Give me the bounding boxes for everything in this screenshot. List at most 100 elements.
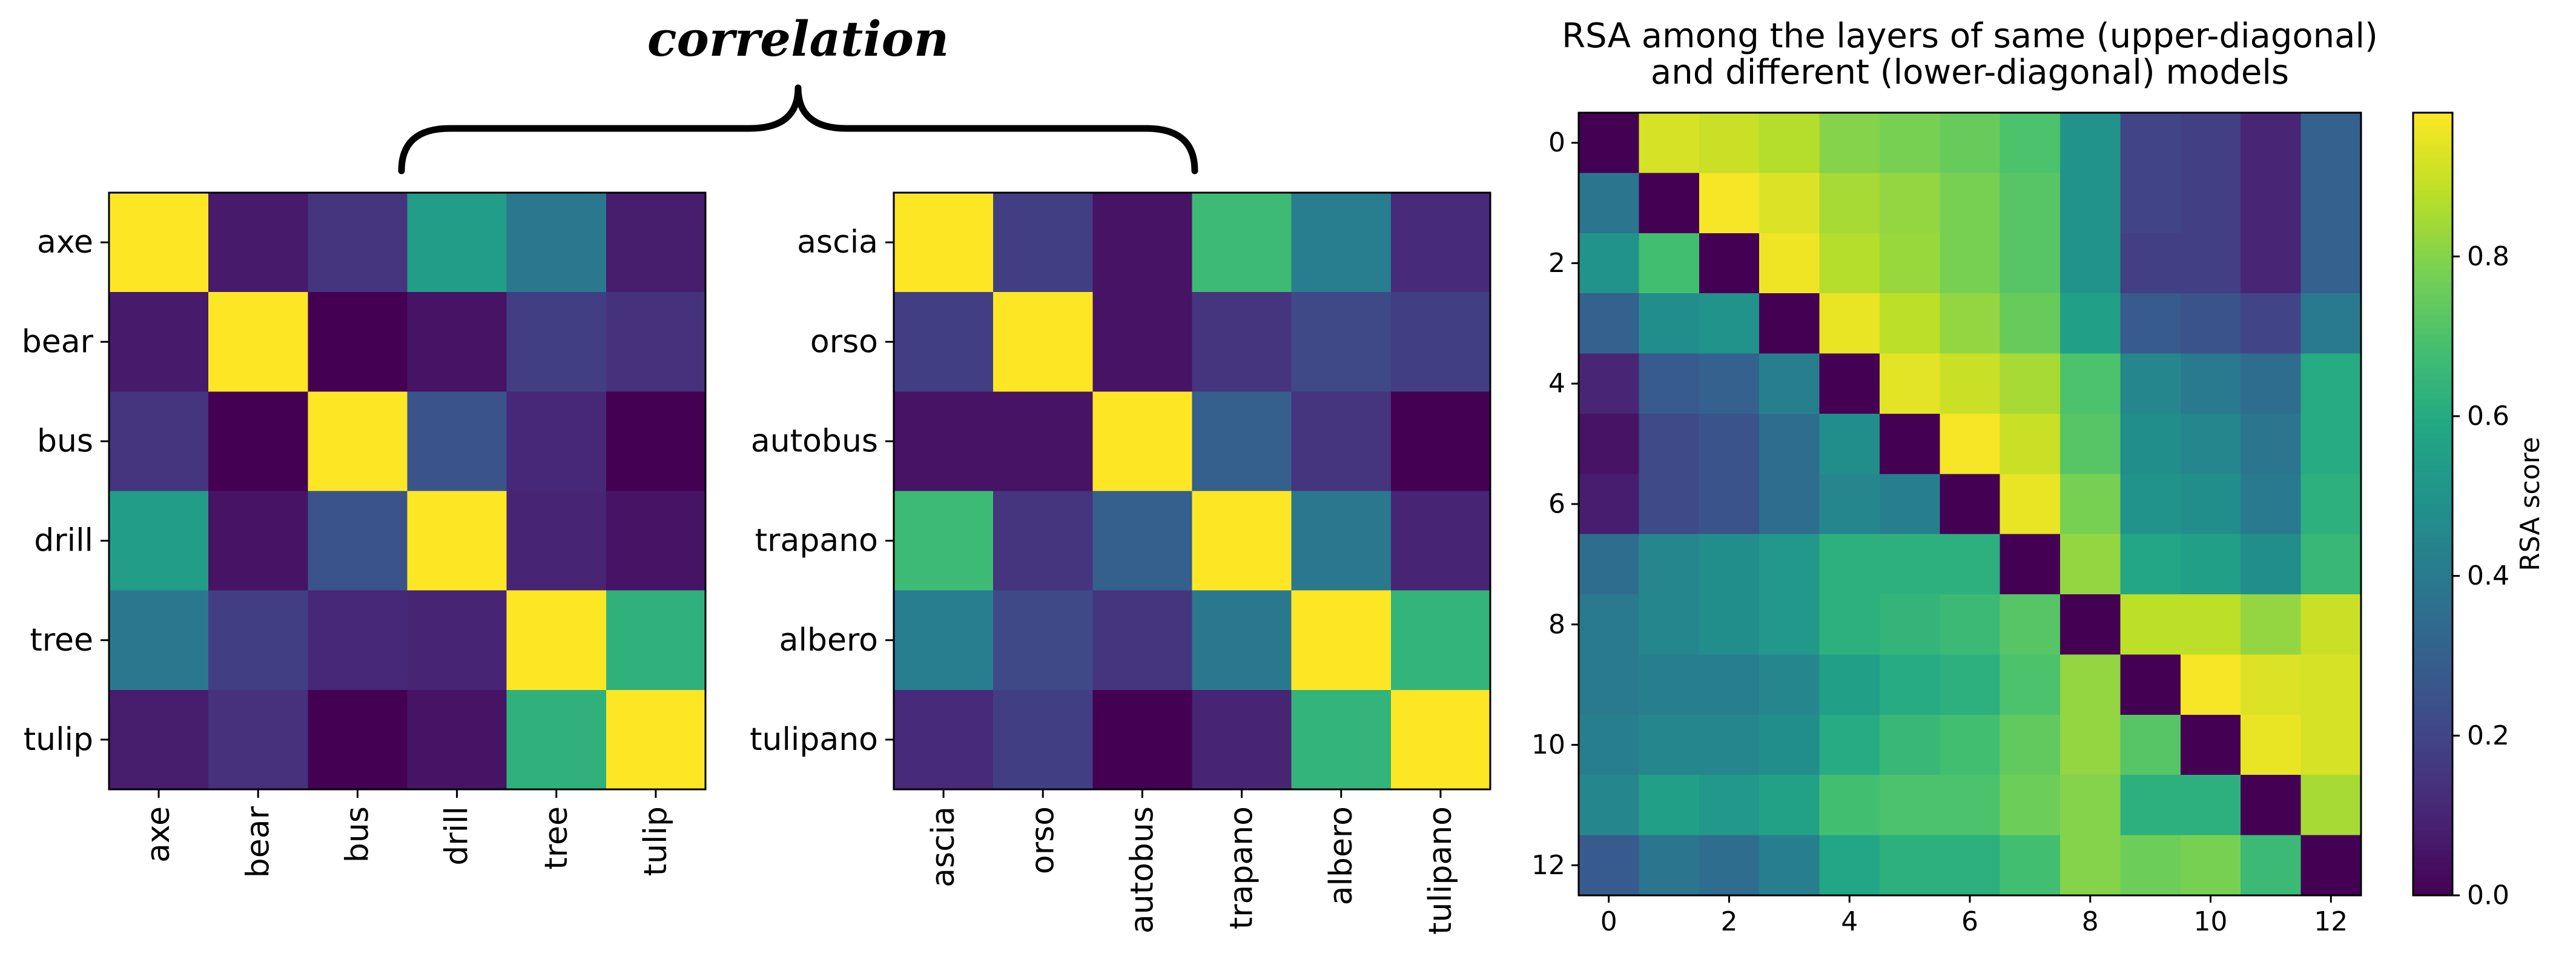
heatmap-cell-11-1 — [1639, 775, 1700, 836]
heatmap-cell-5-2 — [1699, 413, 1760, 474]
colorbar-band — [2413, 712, 2452, 720]
heatmap-cell-3-1 — [993, 491, 1093, 591]
colorbar-band — [2413, 608, 2452, 615]
heatmap-cell-5-4 — [506, 689, 607, 790]
colorbar-band — [2413, 530, 2452, 537]
heatmap-cell-1-11 — [2241, 173, 2302, 234]
colorbar-band — [2413, 791, 2452, 798]
heatmap-cell-0-12 — [2300, 113, 2362, 173]
heatmap-cell-0-7 — [2000, 113, 2061, 173]
colorbar-band — [2413, 399, 2452, 407]
colorbar-band — [2413, 465, 2452, 472]
heatmap-cell-4-3 — [1759, 353, 1820, 414]
colorbar-band — [2413, 367, 2452, 374]
heatmap-cell-6-7 — [2000, 474, 2061, 535]
heatmap-cell-3-3 — [1759, 293, 1820, 354]
colorbar-band — [2413, 125, 2452, 133]
heatmap-cell-10-6 — [1940, 714, 2001, 775]
heatmap-cell-5-4 — [1819, 413, 1880, 474]
heatmap-cell-3-5 — [1879, 293, 1940, 354]
heatmap-cell-9-2 — [1699, 654, 1760, 715]
colorbar-band — [2413, 217, 2452, 224]
heatmap-cell-3-2 — [1699, 293, 1760, 354]
heatmap-cell-7-9 — [2120, 534, 2181, 595]
heatmap-cell-2-4 — [506, 391, 607, 492]
heatmap-cell-9-7 — [2000, 654, 2061, 715]
heatmap-cell-0-0 — [1579, 113, 1639, 173]
heatmap-cell-4-7 — [2000, 353, 2061, 414]
x-tick-label: albero — [1323, 806, 1359, 905]
colorbar-band — [2413, 210, 2452, 218]
heatmap-cell-4-8 — [2060, 353, 2121, 414]
heatmap-cell-11-4 — [1819, 775, 1880, 836]
y-tick-label: bear — [22, 323, 94, 360]
heatmap-cell-1-10 — [2180, 173, 2241, 234]
heatmap-cell-0-4 — [1291, 193, 1392, 293]
heatmap-cell-3-0 — [109, 491, 209, 591]
colorbar-band — [2413, 680, 2452, 688]
heatmap-cell-2-9 — [2120, 233, 2181, 294]
colorbar-band — [2413, 119, 2452, 127]
colorbar-band — [2413, 588, 2452, 596]
heatmap-cell-7-12 — [2300, 534, 2362, 595]
heatmap-frame — [108, 191, 707, 791]
heatmap-cell-4-2 — [308, 590, 408, 691]
heatmap-cell-2-11 — [2241, 233, 2302, 294]
heatmap-cell-8-0 — [1579, 594, 1639, 655]
heatmap-cell-8-11 — [2241, 594, 2302, 655]
heatmap-cell-1-1 — [208, 292, 308, 392]
heatmap-cell-2-1 — [993, 391, 1093, 492]
heatmap-cell-0-2 — [1092, 193, 1193, 293]
colorbar-band — [2413, 856, 2452, 863]
x-tick-label: bear — [240, 806, 276, 878]
colorbar-band — [2413, 738, 2452, 746]
colorbar-band — [2413, 477, 2452, 485]
heatmap-cell-1-0 — [109, 292, 209, 392]
heatmap-cell-0-6 — [1940, 113, 2001, 173]
colorbar-label: RSA score — [2515, 437, 2546, 571]
heatmap-cell-1-4 — [506, 292, 607, 392]
y-tick-label: 4 — [1548, 368, 1565, 399]
colorbar-band — [2413, 752, 2452, 759]
y-tick-label: 6 — [1548, 489, 1565, 520]
curly-brace — [398, 84, 1198, 174]
y-tick-label: axe — [37, 224, 93, 260]
heatmap-cell-9-11 — [2241, 654, 2302, 715]
x-tick-label: orso — [1025, 806, 1061, 874]
heatmap-cell-9-5 — [1879, 654, 1940, 715]
heatmap-cell-5-3 — [1192, 689, 1292, 790]
colorbar-band — [2413, 413, 2452, 420]
heatmap-cell-3-12 — [2300, 293, 2362, 354]
heatmap-cell-7-5 — [1879, 534, 1940, 595]
colorbar-band — [2413, 693, 2452, 700]
heatmap-cell-2-12 — [2300, 233, 2362, 294]
x-tick-label: tulipano — [1422, 806, 1459, 935]
heatmap-cell-6-2 — [1699, 474, 1760, 535]
heatmap-cell-2-8 — [2060, 233, 2121, 294]
colorbar-band — [2413, 236, 2452, 244]
colorbar-band — [2413, 536, 2452, 544]
colorbar-band — [2413, 276, 2452, 283]
heatmap-cell-4-4 — [506, 590, 607, 691]
colorbar-band — [2413, 132, 2452, 139]
colorbar-band — [2413, 197, 2452, 205]
colorbar-band — [2413, 706, 2452, 714]
heatmap-cell-4-1 — [993, 590, 1093, 691]
heatmap-cell-3-6 — [1940, 293, 2001, 354]
y-tick-label: 8 — [1548, 609, 1565, 640]
colorbar-band — [2413, 660, 2452, 668]
heatmap-cell-0-5 — [1390, 193, 1491, 293]
heatmap-cell-9-1 — [1639, 654, 1700, 715]
heatmap-cell-5-6 — [1940, 413, 2001, 474]
heatmap-cell-7-8 — [2060, 534, 2121, 595]
heatmap-cell-9-9 — [2120, 654, 2181, 715]
heatmap-cell-0-9 — [2120, 113, 2181, 173]
colorbar-band — [2413, 641, 2452, 648]
heatmap-cell-1-0 — [894, 292, 994, 392]
colorbar-band — [2413, 811, 2452, 818]
colorbar-tick-label: 0.4 — [2467, 560, 2509, 591]
colorbar-band — [2413, 823, 2452, 831]
colorbar-band — [2413, 113, 2452, 120]
heatmap-cell-10-8 — [2060, 714, 2121, 775]
